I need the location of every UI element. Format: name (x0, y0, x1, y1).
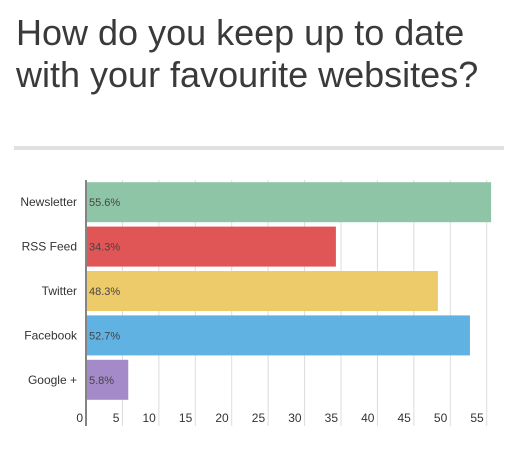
x-tick-label: 0 (76, 411, 83, 425)
x-tick-label: 45 (397, 411, 411, 425)
bar-rss-feed (87, 226, 336, 267)
category-label: Facebook (24, 328, 78, 342)
x-tick-label: 40 (361, 411, 375, 425)
chart-title: How do you keep up to date with your fav… (16, 12, 479, 95)
x-tick-label: 50 (434, 411, 448, 425)
x-tick-label: 20 (215, 411, 229, 425)
value-label: 55.6% (89, 197, 120, 209)
category-label: Google + (28, 373, 77, 387)
x-tick-label: 35 (325, 411, 339, 425)
value-label: 48.3% (89, 286, 120, 298)
bar-facebook (87, 315, 470, 356)
x-tick-label: 15 (179, 411, 193, 425)
bar-twitter (87, 271, 438, 311)
x-tick-label: 55 (470, 411, 484, 425)
labels: 0 5 10 15 20 25 30 35 40 45 50 55 Newsletter 55.6% RSS… (20, 195, 484, 425)
bar-google- (87, 359, 129, 400)
title-divider (14, 146, 504, 150)
category-label: RSS Feed (22, 240, 77, 254)
category-label: Twitter (42, 284, 77, 298)
x-tick-label: 5 (113, 411, 120, 425)
category-label: Newsletter (20, 195, 77, 209)
value-label: 34.3% (89, 242, 120, 254)
x-tick-label: 25 (252, 411, 266, 425)
x-tick-label: 10 (142, 411, 156, 425)
bar-newsletter (87, 182, 492, 223)
value-label: 5.8% (89, 375, 114, 387)
x-tick-label: 30 (288, 411, 302, 425)
value-label: 52.7% (89, 330, 120, 342)
bars (87, 182, 492, 400)
